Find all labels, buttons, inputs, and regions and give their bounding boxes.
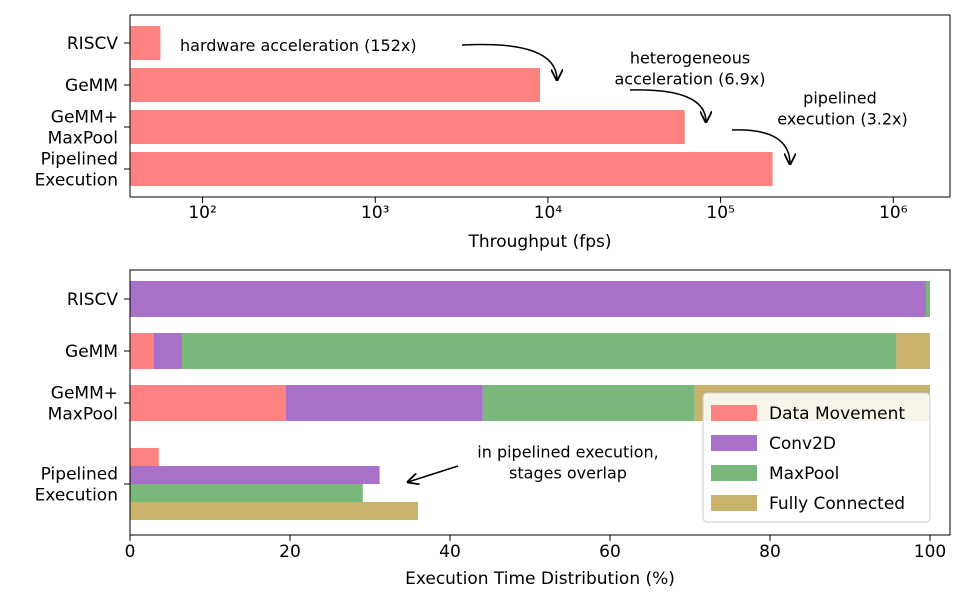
x-tick-label: 10⁶ [879, 203, 908, 223]
y-tick-label: GeMM+ MaxPool [48, 108, 118, 149]
axes-frame [129, 14, 951, 198]
x-axis-label: Execution Time Distribution (%) [405, 569, 675, 589]
legend-box [702, 392, 931, 523]
bar-segment [286, 385, 483, 421]
legend-swatch [711, 495, 757, 511]
x-tick-label: 60 [599, 542, 621, 562]
x-tick-label: 100 [914, 542, 946, 562]
bar [130, 26, 161, 60]
bar-segment [130, 502, 418, 520]
x-tick-label: 0 [125, 542, 136, 562]
bar-segment [130, 385, 286, 421]
arrow [731, 129, 790, 164]
bar-segment [154, 333, 182, 369]
x-tick-label: 10³ [361, 203, 389, 223]
axes-frame [129, 269, 951, 536]
y-tick-label: GeMM+ MaxPool [48, 384, 118, 425]
bar-segment [896, 333, 930, 369]
x-tick-label: 10⁴ [534, 203, 563, 223]
bar-segment [926, 281, 930, 317]
legend-label: Fully Connected [769, 494, 905, 514]
x-tick-label: 20 [279, 542, 301, 562]
y-tick-label: RISCV [67, 34, 118, 54]
bar [130, 68, 541, 102]
arrow [629, 89, 706, 122]
annotation: hardware acceleration (152x) [180, 36, 417, 55]
annotation: in pipelined execution, stages overlap [477, 443, 658, 483]
arrow [461, 43, 557, 80]
legend-label: Conv2D [769, 434, 836, 454]
annotation: pipelined execution (3.2x) [772, 89, 908, 129]
x-tick-label: 10² [188, 203, 216, 223]
legend-swatch [711, 435, 757, 451]
y-tick-label: GeMM [65, 76, 118, 96]
bar-segment [482, 385, 695, 421]
bar-segment [130, 281, 926, 317]
legend-label: Data Movement [769, 404, 905, 424]
y-tick-label: GeMM [65, 342, 118, 362]
x-tick-label: 10⁵ [706, 203, 734, 223]
bar-segment [130, 466, 380, 484]
bar-segment [130, 448, 159, 466]
bar [130, 152, 773, 186]
y-tick-label: Pipelined Execution [35, 465, 118, 506]
bar-segment [130, 333, 154, 369]
y-tick-label: RISCV [67, 290, 118, 310]
bar [130, 110, 685, 144]
bar-segment [130, 484, 363, 502]
legend-swatch [711, 405, 757, 421]
x-tick-label: 80 [759, 542, 781, 562]
bar-segment [182, 333, 897, 369]
y-tick-label: Pipelined Execution [35, 150, 118, 191]
x-tick-label: 40 [439, 542, 461, 562]
x-axis-label: Throughput (fps) [467, 232, 611, 252]
arrow [408, 465, 459, 482]
annotation: heterogeneous acceleration (6.9x) [614, 49, 765, 89]
legend-swatch [711, 465, 757, 481]
legend-label: MaxPool [769, 464, 839, 484]
